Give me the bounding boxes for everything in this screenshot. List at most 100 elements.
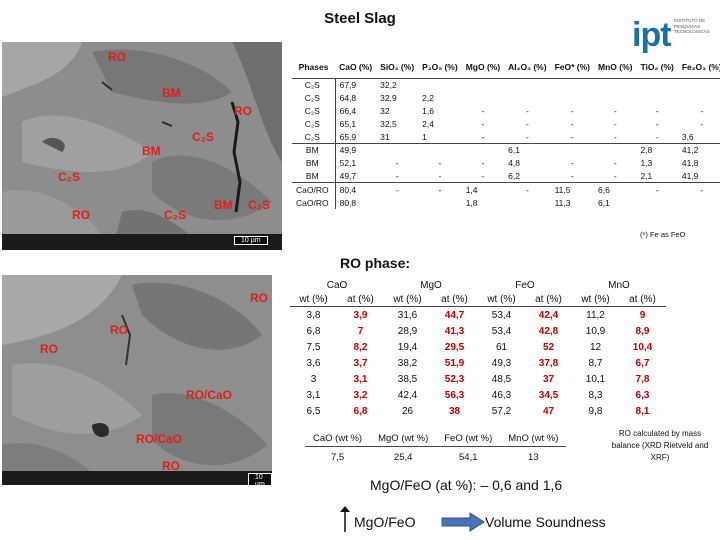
column-header: Fe₂O₃ (%) xyxy=(681,62,720,72)
table-cell: 52,3 xyxy=(444,373,465,385)
sub-header: at (%) xyxy=(525,292,572,307)
label-ro: RO xyxy=(40,342,58,356)
scale-bar: 10 µm xyxy=(248,473,272,485)
table-cell: 32,5 xyxy=(380,118,397,129)
label-c2s: C₂S xyxy=(58,170,81,184)
sub-header-row: wt (%) at (%) wt (%) at (%) wt (%) at (%… xyxy=(290,292,666,307)
table-row: BM 49,9 6,1 2,8 41,2 xyxy=(292,142,720,157)
mass-balance-table: CaO (wt %) MgO (wt %) FeO (wt %) MnO (wt… xyxy=(305,430,567,467)
table-cell: 65,9 xyxy=(339,131,357,142)
ipt-logo: ipt INSTITUTO DE PESQUISAS TECNOLÓGICAS xyxy=(622,8,712,54)
table-cell: 8,3 xyxy=(588,389,603,401)
table-cell: - xyxy=(700,118,704,129)
table-cell: 3 xyxy=(310,373,317,385)
table-cell: 13 xyxy=(528,451,539,463)
table-cell: - xyxy=(525,105,529,116)
table-cell xyxy=(594,77,637,92)
table-cell: 7,5 xyxy=(306,341,321,353)
table-cell xyxy=(594,142,637,157)
column-header: Al₂O₃ (%) xyxy=(508,62,547,72)
table-body: 3,8 3,9 31,6 44,7 53,4 42,4 11,2 9 6,8 7 28,9 41,3 5… xyxy=(290,307,666,420)
table-cell: - xyxy=(481,158,485,169)
table-row: C₂S 65,1 32,5 2,4 - - - - - - xyxy=(292,117,720,131)
table-cell xyxy=(678,196,720,209)
ro-phase-table: CaO MgO FeO MnO wt (%) at (%) wt (%) at … xyxy=(290,278,666,419)
table-cell: 6,8 xyxy=(353,405,368,417)
table-cell: 2,1 xyxy=(640,170,653,181)
phase-cell: C₂S xyxy=(292,104,336,118)
table-cell: - xyxy=(613,105,617,116)
group-header: MnO xyxy=(608,279,630,291)
table-cell: 4,8 xyxy=(508,158,520,169)
table-cell: 65,1 xyxy=(339,118,357,129)
slide-title: Steel Slag xyxy=(324,10,396,27)
table-cell xyxy=(636,77,678,92)
sub-header: at (%) xyxy=(337,292,384,307)
column-header: P₂O₅ (%) xyxy=(422,62,458,72)
table-cell: 29,5 xyxy=(444,341,465,353)
label-ro: RO xyxy=(234,104,252,118)
sub-header: wt (%) xyxy=(478,292,525,307)
table-body: C₂S 67,9 32,2 C₂S 64,8 32,9 2,2 C₂S 66,4 32 1,6- - -… xyxy=(292,77,720,209)
table-cell: 3,7 xyxy=(353,357,368,369)
table-cell: - xyxy=(613,131,617,142)
table-cell: - xyxy=(570,131,574,142)
label-ro: RO xyxy=(72,208,90,222)
table-row: BM 49,7 - - - 6,2 - - 2,1 41,9 xyxy=(292,169,720,183)
table-cell: - xyxy=(376,182,419,197)
table-cell: 31,6 xyxy=(397,309,418,321)
mass-balance-note: RO calculated by mass balance (XRD Rietv… xyxy=(611,429,709,462)
table-row: C₂S 67,9 32,2 xyxy=(292,77,720,92)
table-cell: - xyxy=(570,170,574,181)
table-cell xyxy=(636,196,677,209)
table-cell: 53,4 xyxy=(491,309,512,321)
label-c2s: C₂S xyxy=(164,208,187,222)
label-ro: RO xyxy=(108,50,126,64)
column-header: MgO (wt %) xyxy=(370,430,437,447)
table-cell: 10,9 xyxy=(585,325,606,337)
label-bm: BM xyxy=(162,86,181,100)
column-header: CaO (%) xyxy=(339,62,373,72)
table-cell xyxy=(376,196,418,209)
table-cell xyxy=(418,196,462,209)
table-cell xyxy=(504,196,550,209)
sub-header: wt (%) xyxy=(290,292,337,307)
table-cell: 53,4 xyxy=(491,325,512,337)
table-row: 6,5 6,8 26 38 57,2 47 9,8 8,1 xyxy=(290,403,666,419)
table-cell: 6,6 xyxy=(594,182,637,197)
table-cell xyxy=(677,77,720,92)
table-cell: 3,8 xyxy=(306,309,321,321)
column-header: MgO (%) xyxy=(465,62,501,72)
table-cell: - xyxy=(481,131,485,142)
table-cell: 8,9 xyxy=(635,325,650,337)
logo-subtitle: INSTITUTO DE PESQUISAS TECNOLÓGICAS xyxy=(674,18,710,34)
table-cell: - xyxy=(525,118,529,129)
label-c2s: C₂S xyxy=(192,130,215,144)
table-cell: - xyxy=(570,105,574,116)
table-cell: 38 xyxy=(448,405,461,417)
label-ro: RO xyxy=(110,323,128,337)
table-cell: - xyxy=(481,118,485,129)
table-cell: 12 xyxy=(589,341,602,353)
feo-footnote: (*) Fe as FeO xyxy=(640,230,686,239)
table-cell: 28,9 xyxy=(397,325,418,337)
table-cell: 3,9 xyxy=(353,309,368,321)
table-row: C₂S 66,4 32 1,6 - - - - - - xyxy=(292,104,720,118)
relationship-legend: MgO/FeO Volume Soundness xyxy=(340,506,640,538)
table-cell xyxy=(461,77,505,92)
group-header: MgO xyxy=(420,279,442,291)
ratio-statement: MgO/FeO (at %): – 0,6 and 1,6 xyxy=(370,477,563,493)
label-bm: BM xyxy=(142,144,161,158)
sem-micrograph-bottom: RO RO RO RO/CaO RO/CaO RO 10 µm xyxy=(2,275,272,485)
table-cell: 9 xyxy=(639,309,646,321)
table-row: C₂S 65,9 31 1 - - - - - 3,6 xyxy=(292,130,720,144)
sub-header: at (%) xyxy=(431,292,478,307)
table-cell xyxy=(504,77,551,92)
table-cell: 49,9 xyxy=(335,142,377,157)
table-cell: 51,9 xyxy=(444,357,465,369)
table-cell: - xyxy=(613,158,617,169)
table-cell xyxy=(376,142,419,157)
table-cell: 80,8 xyxy=(339,197,357,208)
table-cell: 6,2 xyxy=(508,170,520,181)
table-header-row: CaO (wt %) MgO (wt %) FeO (wt %) MnO (wt… xyxy=(305,430,567,447)
